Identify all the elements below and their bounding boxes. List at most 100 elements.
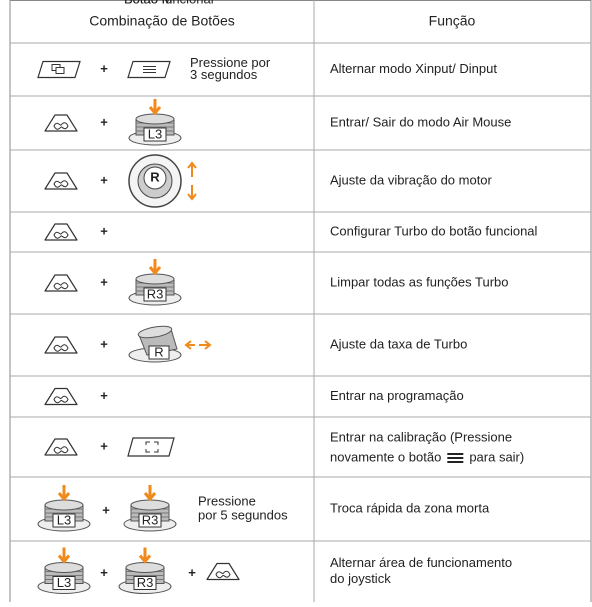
home-button-icon [44,114,78,132]
plus-sign: + [100,336,108,351]
icon-detail [53,344,69,352]
stick-label-box [148,345,170,360]
icon-detail [53,231,69,239]
press-arrow [148,99,162,116]
combination-text: Pressione por [190,55,271,70]
plus-sign: + [100,223,108,238]
plus-sign: + [100,388,108,403]
combination-text: Botão funcional [124,0,214,6]
home-button-icon [44,438,78,456]
stick-top [125,562,165,573]
thumbstick-icon: L3 [37,547,91,594]
icon-detail [53,122,69,130]
stick-top [135,273,175,285]
menu-button-icon [127,60,171,79]
home-button-icon [206,562,240,581]
function-text: Entrar na programação [330,388,464,403]
thumbstick-icon: R3 [123,485,177,532]
function-text: Ajuste da taxa de Turbo [330,336,467,351]
combination-text: 3 segundos [190,67,258,82]
calibration-button-icon [127,437,175,457]
vibration-arrow [187,161,197,201]
key-outline [44,223,78,241]
press-arrow [57,485,71,502]
move-arrow [184,340,212,350]
function-text: Entrar/ Sair do modo Air Mouse [330,114,511,129]
thumbstick-icon: L3 [128,99,182,146]
stick-label: R3 [137,575,154,590]
table-border [9,0,592,607]
press-arrow [143,485,157,502]
plus-sign: + [100,172,108,187]
stick-label-box [138,513,162,528]
key-outline [206,562,240,581]
plus-sign: + [100,61,108,76]
stick-top [44,499,84,511]
stick-label-box [52,576,76,590]
icon-detail [145,441,159,453]
icon-detail [53,446,69,454]
combination-text: por 5 segundos [198,507,288,522]
function-text: Ajuste da vibração do motor [330,172,493,187]
icon-detail [53,282,69,290]
key-outline [44,172,78,190]
stick-top [44,562,84,573]
function-text: do joystick [330,571,391,586]
stick-label: R3 [147,286,164,301]
stick-label-box [52,513,76,528]
key-outline [44,114,78,132]
right-stick-icon: R [128,154,197,208]
stick-label: L3 [57,512,71,527]
plus-sign: + [102,502,110,517]
press-arrow [138,547,152,564]
key-outline [127,437,175,457]
header-function: Função [429,13,476,29]
press-arrow [57,547,71,564]
key-outline [44,274,78,292]
icon-detail [55,67,65,74]
thumbstick-icon: R3 [118,547,172,594]
function-text: Limpar todas as funções Turbo [330,274,509,289]
function-text: novamente o botão [330,449,441,464]
stick-top [135,113,175,125]
key-outline [44,336,78,354]
stick-label-box [133,576,157,590]
function-text: Entrar na calibração (Pressione [330,429,512,444]
press-arrow [148,259,162,276]
stick-label-box [143,287,167,302]
home-button-icon [44,336,78,354]
stick-label: R [150,169,160,184]
view-button-icon [37,60,81,79]
combination-text: Botão M [124,0,172,6]
icon-detail [53,180,69,188]
stick-cap [143,166,167,190]
combination-text: Pressione [198,493,256,508]
plus-sign: + [100,565,108,580]
function-text: Alternar área de funcionamento [330,555,512,570]
home-button-icon [44,172,78,190]
stick-top [130,499,170,511]
function-text: Alternar modo Xinput/ Dinput [330,61,497,76]
stick-label: R3 [142,512,159,527]
tilted-stick-icon: R [128,325,212,363]
stick-top [137,325,173,339]
stick-label-box [143,127,167,142]
key-outline [44,438,78,456]
stick-label: L3 [148,126,162,141]
home-button-icon [44,274,78,292]
function-text: Troca rápida da zona morta [330,500,490,515]
home-button-icon [44,387,78,406]
function-text: Configurar Turbo do botão funcional [330,223,538,238]
menu-icon-inline [447,453,464,463]
plus-sign: + [100,274,108,289]
key-outline [44,387,78,406]
function-text: para sair) [469,449,524,464]
stick-label: L3 [57,575,71,590]
thumbstick-icon: R3 [128,259,182,306]
plus-sign: + [188,565,196,580]
icon-detail [215,570,231,579]
thumbstick-icon: L3 [37,485,91,532]
home-button-icon [44,223,78,241]
header-combination: Combinação de Botões [89,13,235,29]
